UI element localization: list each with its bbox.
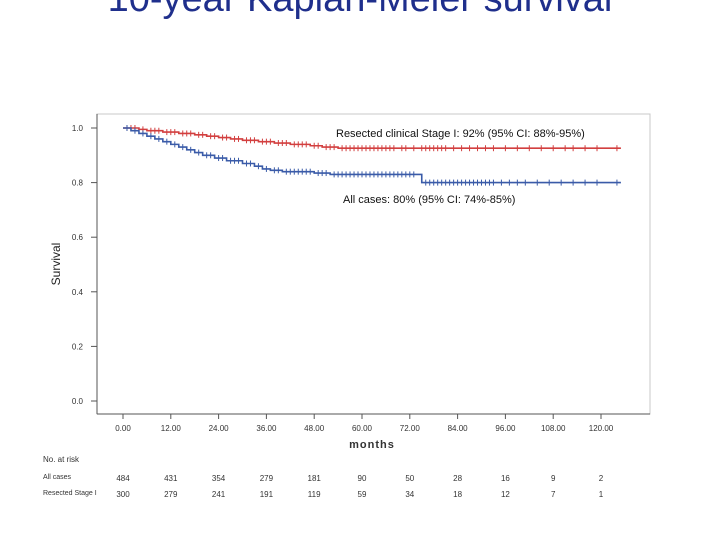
risk-row-label: All cases	[43, 474, 72, 481]
risk-row-label: Resected Stage I	[43, 490, 97, 497]
risk-cell: 12	[500, 490, 510, 499]
x-axis-label: months	[349, 439, 395, 451]
x-tick-label: 60.00	[352, 424, 373, 433]
all-cases-annotation: All cases: 80% (95% CI: 74%-85%)	[343, 194, 515, 206]
resected-annotation: Resected clinical Stage I: 92% (95% CI: …	[336, 128, 585, 140]
risk-cell: 7	[550, 490, 556, 499]
y-tick-label: 0.2	[72, 342, 84, 351]
risk-cell: 431	[164, 474, 178, 483]
risk-cell: 354	[211, 474, 226, 483]
risk-cell: 50	[405, 474, 415, 483]
risk-cell: 59	[357, 490, 367, 499]
risk-cell: 241	[211, 490, 226, 499]
risk-table-header: No. at risk	[43, 455, 80, 464]
x-tick-label: 36.00	[256, 424, 277, 433]
risk-cell: 279	[259, 474, 274, 483]
risk-cell: 300	[116, 490, 130, 499]
km-curve-all-cases	[123, 127, 621, 184]
risk-cell: 90	[357, 474, 367, 483]
risk-cell: 16	[500, 474, 510, 483]
x-tick-label: 120.00	[589, 424, 614, 433]
risk-cell: 279	[164, 490, 178, 499]
x-tick-label: 96.00	[495, 424, 516, 433]
x-tick-label: 72.00	[400, 424, 421, 433]
plot-frame	[96, 113, 651, 415]
risk-cell: 191	[259, 490, 274, 499]
risk-cell: 34	[405, 490, 415, 499]
slide-title: 10-year Kaplan-Meier survival	[0, 0, 720, 21]
risk-cell: 484	[116, 474, 130, 483]
risk-cell: 2	[598, 474, 604, 483]
x-tick-label: 48.00	[304, 424, 325, 433]
x-tick-label: 24.00	[209, 424, 230, 433]
x-tick-label: 84.00	[448, 424, 469, 433]
risk-cell: 1	[598, 490, 604, 499]
x-tick-label: 12.00	[161, 424, 182, 433]
risk-cell: 18	[453, 490, 463, 499]
x-tick-label: 108.00	[541, 424, 566, 433]
x-tick-label: 0.00	[115, 424, 131, 433]
y-tick-label: 0.4	[72, 288, 84, 297]
y-tick-label: 0.0	[72, 397, 84, 406]
y-tick-label: 0.6	[72, 233, 84, 242]
km-curve-resected-stage-i	[123, 127, 621, 150]
y-axis-label: Survival	[49, 243, 63, 286]
risk-cell: 9	[550, 474, 556, 483]
y-tick-label: 0.8	[72, 179, 84, 188]
risk-cell: 181	[307, 474, 321, 483]
risk-cell: 119	[307, 490, 321, 499]
risk-cell: 28	[453, 474, 463, 483]
y-tick-label: 1.0	[72, 124, 84, 133]
